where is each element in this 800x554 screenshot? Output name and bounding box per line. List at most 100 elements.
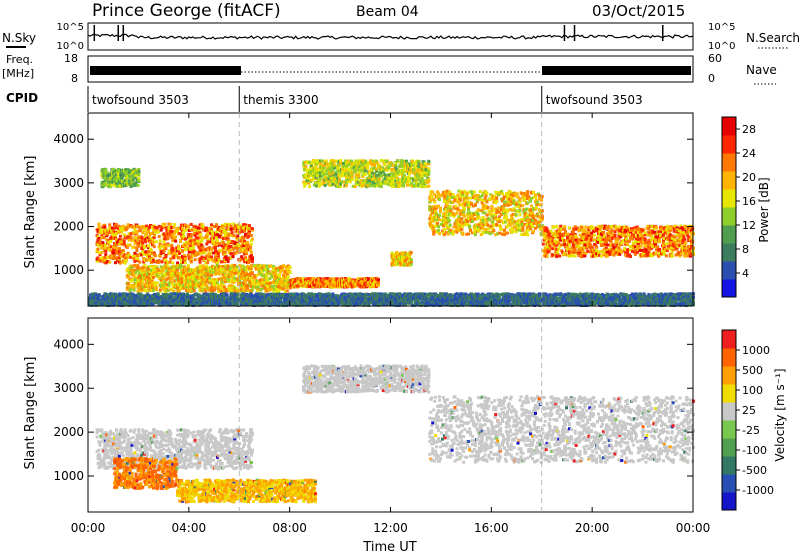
echo-cell (408, 167, 412, 171)
echo-cell (272, 272, 276, 276)
echo-cell (451, 193, 455, 196)
echo-cell (236, 248, 240, 252)
echo-cell (248, 276, 252, 280)
echo-cell (429, 198, 433, 202)
echo-cell (484, 228, 488, 231)
echo-cell (154, 240, 158, 244)
echo-cell (249, 254, 253, 258)
echo-cell (203, 251, 207, 255)
echo-cell (208, 276, 212, 280)
echo-cell (479, 198, 483, 202)
echo-cell (116, 184, 120, 188)
echo-cell (195, 232, 199, 236)
echo-cell (314, 175, 318, 179)
echo-cell (128, 264, 132, 268)
echo-cell (447, 219, 451, 223)
echo-cell (223, 278, 227, 282)
echo-cell (221, 240, 225, 244)
echo-cell (304, 173, 308, 177)
echo-cell (383, 173, 387, 177)
echo-cell (122, 233, 126, 237)
echo-cell (159, 279, 163, 282)
echo-cell (451, 232, 455, 236)
echo-cell (281, 264, 285, 268)
echo-cell (160, 260, 164, 264)
echo-cell (192, 243, 196, 246)
echo-cell (157, 245, 161, 249)
echo-cell (177, 256, 181, 260)
echo-cell (144, 240, 148, 244)
echo-cell (221, 250, 225, 254)
echo-cell (152, 270, 155, 273)
echo-cell (137, 225, 141, 229)
echo-cell (115, 176, 119, 180)
echo-cell (511, 229, 515, 233)
echo-cell (235, 265, 239, 269)
echo-cell (232, 233, 236, 237)
echo-cell (188, 273, 192, 276)
echo-cell (442, 228, 446, 232)
echo-cell (252, 282, 256, 286)
echo-cell (202, 265, 206, 269)
echo-cell (164, 255, 168, 258)
echo-cell (207, 240, 211, 244)
echo-cell (131, 180, 135, 184)
echo-cell (244, 223, 248, 227)
echo-cell (218, 234, 222, 238)
echo-cell (333, 178, 337, 182)
echo-cell (189, 260, 193, 263)
echo-cell (240, 288, 244, 292)
echo-cell (198, 264, 202, 268)
echo-cell (333, 166, 337, 170)
echo-cell (515, 192, 519, 196)
echo-cell (226, 232, 230, 236)
echo-cell (168, 249, 172, 253)
echo-cell (278, 288, 281, 292)
echo-cell (367, 278, 371, 282)
echo-cell (105, 234, 109, 238)
echo-cell (190, 228, 194, 232)
echo-cell (211, 267, 215, 271)
echo-cell (392, 184, 396, 188)
echo-cell (110, 245, 114, 249)
echo-cell (224, 255, 228, 259)
echo-cell (116, 228, 120, 232)
echo-cell (106, 260, 110, 263)
echo-cell (156, 274, 160, 278)
echo-cell (169, 222, 173, 226)
echo-cell (138, 288, 142, 292)
echo-cell (131, 170, 135, 174)
echo-cell (427, 160, 431, 164)
echo-cell (199, 248, 203, 252)
echo-cell (376, 173, 379, 177)
echo-cell (317, 184, 321, 188)
echo-cell (112, 236, 116, 240)
echo-cell (172, 268, 176, 271)
echo-cell (202, 278, 206, 282)
echo-cell (128, 243, 132, 247)
echo-cell (213, 243, 216, 247)
echo-cell (248, 259, 251, 263)
echo-cell (307, 176, 311, 180)
echo-cell (477, 229, 481, 233)
echo-cell (198, 223, 202, 227)
echo-cell (153, 281, 156, 285)
echo-cell (527, 195, 531, 199)
echo-cell (123, 261, 127, 265)
echo-cell (254, 266, 258, 270)
echo-cell (143, 246, 147, 249)
echo-cell (322, 180, 326, 184)
echo-cell (125, 253, 129, 257)
echo-cell (183, 228, 187, 232)
echo-cell (212, 240, 216, 244)
echo-cell (135, 231, 139, 235)
echo-cell (330, 169, 334, 173)
echo-cell (228, 267, 232, 271)
echo-cell (150, 243, 154, 247)
echo-cell (237, 272, 241, 276)
echo-cell (148, 225, 151, 229)
echo-cell (163, 289, 167, 293)
echo-cell (235, 251, 239, 255)
echo-cell (166, 264, 170, 268)
echo-cell (196, 272, 200, 276)
